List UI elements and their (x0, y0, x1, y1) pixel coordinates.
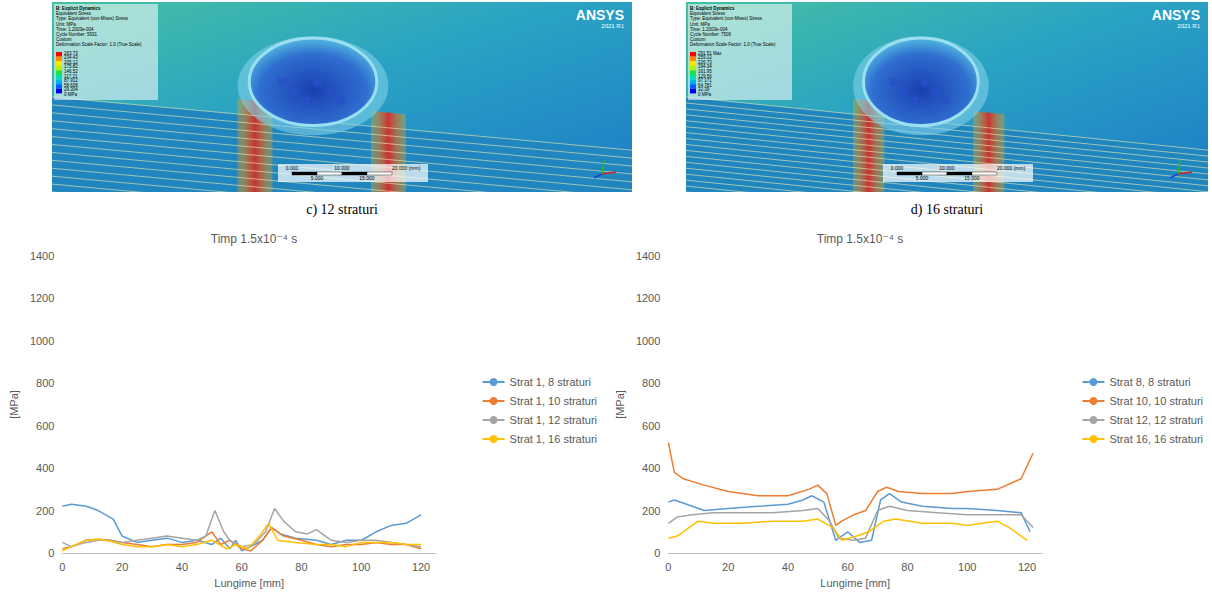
svg-text:600: 600 (36, 420, 54, 432)
svg-text:Unit: MPa: Unit: MPa (56, 21, 76, 27)
svg-text:ANSYS: ANSYS (1152, 7, 1200, 23)
svg-text:400: 400 (642, 462, 660, 474)
svg-text:120: 120 (1018, 561, 1036, 573)
svg-text:40: 40 (782, 561, 794, 573)
svg-text:Strat 10, 10 straturi: Strat 10, 10 straturi (1109, 395, 1203, 407)
svg-text:100: 100 (958, 561, 976, 573)
svg-text:Type: Equivalent (von-Mises) S: Type: Equivalent (von-Mises) Stress (690, 16, 762, 22)
svg-text:10.000: 10.000 (334, 165, 350, 171)
svg-text:Lungime [mm]: Lungime [mm] (820, 577, 890, 589)
svg-text:234.43: 234.43 (64, 55, 78, 61)
svg-text:200: 200 (36, 505, 54, 517)
svg-text:15.000: 15.000 (359, 175, 375, 181)
svg-text:Deformation Scale Factor: 1.0: Deformation Scale Factor: 1.0 (True Scal… (690, 42, 776, 47)
svg-text:64.781: 64.781 (698, 82, 712, 88)
svg-text:120: 120 (412, 561, 430, 573)
svg-text:263.73: 263.73 (64, 50, 78, 56)
svg-text:0 MPa: 0 MPa (64, 92, 78, 97)
svg-text:60: 60 (236, 561, 248, 573)
svg-text:161.95: 161.95 (698, 69, 712, 74)
svg-text:146.52: 146.52 (64, 69, 78, 74)
svg-text:Custom: Custom (56, 37, 72, 43)
svg-text:800: 800 (642, 377, 660, 389)
svg-text:2021 R1: 2021 R1 (1177, 23, 1200, 29)
svg-text:1200: 1200 (636, 292, 660, 304)
svg-text:0: 0 (665, 561, 671, 573)
svg-text:0: 0 (59, 561, 65, 573)
svg-text:5.000: 5.000 (916, 175, 929, 181)
svg-text:5.000: 5.000 (311, 175, 324, 181)
svg-text:1400: 1400 (30, 250, 54, 262)
svg-text:0: 0 (654, 547, 660, 559)
svg-text:Deformation Scale Factor: 1.0: Deformation Scale Factor: 1.0 (True Scal… (56, 42, 142, 47)
svg-text:2021 R1: 2021 R1 (601, 23, 624, 29)
svg-text:32.39: 32.39 (698, 87, 710, 93)
svg-text:80: 80 (295, 561, 307, 573)
svg-text:[MPa]: [MPa] (614, 390, 626, 419)
svg-text:600: 600 (642, 420, 660, 432)
svg-text:d) 16 straturi: d) 16 straturi (911, 202, 983, 218)
svg-text:129.56: 129.56 (698, 73, 712, 79)
svg-text:291.51 Max: 291.51 Max (698, 50, 722, 56)
svg-text:Cycle Number: 5931: Cycle Number: 5931 (56, 32, 97, 37)
svg-text:87.912: 87.912 (64, 78, 78, 84)
svg-text:Strat 16, 16 straturi: Strat 16, 16 straturi (1109, 433, 1203, 445)
svg-text:200: 200 (642, 505, 660, 517)
svg-text:Equivalent Stress: Equivalent Stress (690, 11, 725, 17)
svg-text:B: Explicit Dynamics: B: Explicit Dynamics (690, 6, 735, 11)
svg-text:Strat 1, 10 straturi: Strat 1, 10 straturi (510, 395, 597, 407)
svg-text:20.000 (mm): 20.000 (mm) (997, 165, 1026, 171)
svg-text:Custom: Custom (690, 37, 706, 43)
svg-text:Equivalent Stress: Equivalent Stress (56, 11, 91, 17)
svg-text:Time: 1.2003e-004: Time: 1.2003e-004 (690, 26, 728, 32)
svg-text:97.171: 97.171 (698, 78, 712, 84)
svg-text:c) 12 straturi: c) 12 straturi (306, 202, 378, 218)
svg-text:0 MPa: 0 MPa (698, 92, 712, 97)
svg-text:29.304: 29.304 (64, 87, 78, 93)
svg-text:10.000: 10.000 (939, 165, 955, 171)
svg-text:1000: 1000 (30, 335, 54, 347)
svg-text:0: 0 (48, 547, 54, 559)
svg-text:800: 800 (36, 377, 54, 389)
svg-text:B: Explicit Dynamics: B: Explicit Dynamics (56, 6, 101, 11)
svg-text:40: 40 (176, 561, 188, 573)
svg-text:226.73: 226.73 (698, 59, 712, 65)
svg-text:175.82: 175.82 (64, 64, 78, 70)
svg-text:80: 80 (901, 561, 913, 573)
svg-text:400: 400 (36, 462, 54, 474)
svg-text:Cycle Number: 7506: Cycle Number: 7506 (690, 32, 731, 37)
svg-text:Timp 1.5x10⁻⁴ s: Timp 1.5x10⁻⁴ s (211, 232, 297, 246)
svg-text:20.000 (mm): 20.000 (mm) (392, 165, 421, 171)
svg-text:20: 20 (116, 561, 128, 573)
svg-text:Timp 1.5x10⁻⁴ s: Timp 1.5x10⁻⁴ s (817, 232, 903, 246)
svg-text:Type: Equivalent (von-Mises) S: Type: Equivalent (von-Mises) Stress (56, 16, 128, 22)
svg-text:Strat 8, 8 straturi: Strat 8, 8 straturi (1109, 376, 1190, 388)
svg-text:15.000: 15.000 (964, 175, 980, 181)
svg-text:0.000: 0.000 (286, 165, 299, 171)
svg-text:Strat 1, 16 straturi: Strat 1, 16 straturi (510, 433, 597, 445)
svg-text:Unit: MPa: Unit: MPa (690, 21, 710, 27)
svg-text:1200: 1200 (30, 292, 54, 304)
svg-text:60: 60 (842, 561, 854, 573)
svg-text:205.12: 205.12 (64, 59, 78, 65)
svg-text:Strat 1, 12 straturi: Strat 1, 12 straturi (510, 414, 597, 426)
svg-text:117.21: 117.21 (64, 73, 78, 79)
svg-text:20: 20 (722, 561, 734, 573)
svg-text:Time: 1.2003e-004: Time: 1.2003e-004 (56, 26, 94, 32)
svg-text:ANSYS: ANSYS (576, 7, 624, 23)
svg-text:100: 100 (352, 561, 370, 573)
svg-text:Strat 1, 8 straturi: Strat 1, 8 straturi (510, 376, 591, 388)
svg-text:194.34: 194.34 (698, 64, 712, 70)
svg-text:1400: 1400 (636, 250, 660, 262)
svg-text:0.000: 0.000 (891, 165, 904, 171)
svg-text:Strat 12, 12 straturi: Strat 12, 12 straturi (1109, 414, 1203, 426)
svg-text:[MPa]: [MPa] (8, 390, 20, 419)
svg-text:58.608: 58.608 (64, 82, 78, 88)
svg-text:Lungime [mm]: Lungime [mm] (214, 577, 284, 589)
svg-text:1000: 1000 (636, 335, 660, 347)
svg-text:259.12: 259.12 (698, 55, 712, 61)
